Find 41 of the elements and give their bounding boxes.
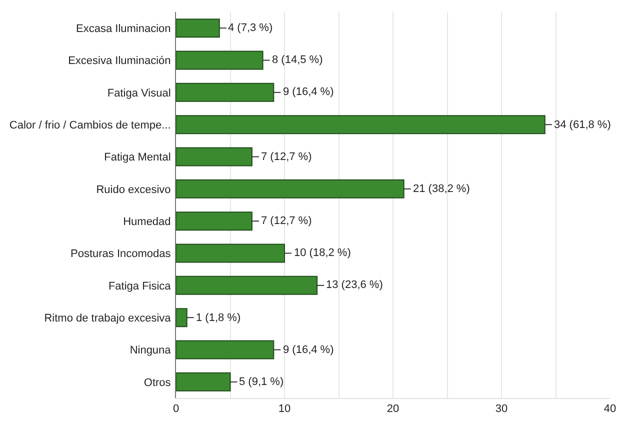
y-tick-label: Humedad [123,216,171,228]
bar [176,340,274,360]
data-label: 8 (14,5 %) [272,54,323,66]
y-tick-label: Fatiga Visual [107,87,171,100]
data-label: 9 (16,4 %) [283,344,334,356]
y-tick-label: Posturas Incomodas [70,248,172,260]
x-tick-label: 20 [386,403,400,416]
data-label: 9 (16,4 %) [283,86,334,98]
bar [176,82,274,102]
bar [176,50,264,70]
data-label: 10 (18,2 %) [294,247,351,259]
data-label: 7 (12,7 %) [261,215,312,227]
y-tick-label: Ritmo de trabajo excesiva [44,312,172,324]
bar [176,244,285,263]
bar [176,115,546,134]
data-label: 21 (38,2 %) [413,183,470,195]
y-tick-label: Fatiga Mental [104,152,171,164]
bar [176,308,188,328]
y-tick-label: Ninguna [130,344,172,357]
x-tick-label: 40 [604,403,616,416]
bar [176,372,231,392]
bar [176,276,318,295]
bar [176,18,220,38]
bar [176,179,404,198]
y-tick-label: Otros [144,376,172,389]
data-label: 1 (1,8 %) [196,312,241,324]
x-tick-label: 10 [278,403,291,416]
data-label: 7 (12,7 %) [261,151,312,163]
x-tick-label: 30 [495,403,508,416]
data-label: 34 (61,8 %) [554,119,611,131]
y-tick-label: Excesiva Iluminación [68,55,171,68]
y-tick-label: Ruido excesivo [96,184,171,196]
data-label: 4 (7,3 %) [228,22,273,34]
y-tick-label: Fatiga Fisica [108,280,172,292]
bar [176,147,252,166]
x-tick-label: 0 [172,403,180,416]
bar [176,212,252,231]
data-label: 5 (9,1 %) [239,376,284,388]
y-tick-label: Calor / frio / Cambios de tempe... [9,119,171,132]
y-tick-label: Excasa Iluminacion [76,22,171,35]
data-label: 13 (23,6 %) [326,279,383,291]
